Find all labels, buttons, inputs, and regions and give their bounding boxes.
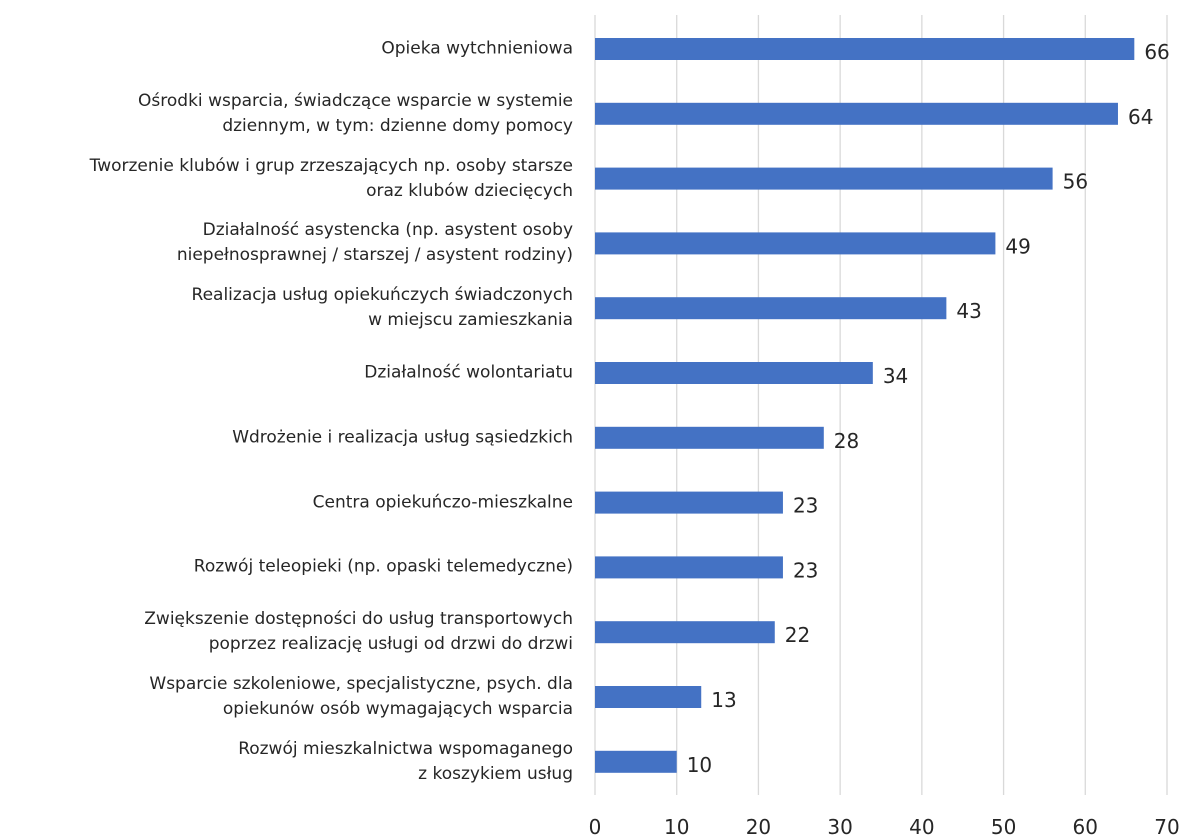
bar xyxy=(595,38,1135,60)
category-label: Opieka wytchnieniowa xyxy=(381,38,573,59)
x-tick-label: 70 xyxy=(1154,815,1179,839)
value-label: 43 xyxy=(956,299,981,323)
category-label: Centra opiekuńczo-mieszkalne xyxy=(312,492,573,513)
category-label: Realizacja usług opiekuńczych świadczony… xyxy=(191,285,573,331)
category-label: Rozwój mieszkalnictwa wspomaganego z kos… xyxy=(238,738,573,784)
value-label: 49 xyxy=(1005,234,1030,258)
bar xyxy=(595,167,1053,190)
bar xyxy=(595,362,873,384)
x-tick-label: 30 xyxy=(827,815,852,839)
bar xyxy=(595,491,783,514)
category-label: Ośrodki wsparcia, świadczące wsparcie w … xyxy=(138,90,573,136)
value-label: 13 xyxy=(711,688,736,712)
value-label: 28 xyxy=(834,429,859,453)
category-label: Wsparcie szkoleniowe, specjalistyczne, p… xyxy=(149,674,573,719)
value-label: 10 xyxy=(687,753,712,777)
bar xyxy=(595,297,947,320)
value-label: 22 xyxy=(785,623,810,647)
bar xyxy=(595,750,677,773)
value-label: 56 xyxy=(1063,170,1088,194)
bar xyxy=(595,621,775,644)
value-label: 66 xyxy=(1144,40,1169,64)
category-label: Zwiększenie dostępności do usług transpo… xyxy=(144,609,573,655)
x-tick-label: 60 xyxy=(1073,815,1098,839)
category-label: Działalność asystencka (np. asystent oso… xyxy=(176,220,573,266)
category-label: Rozwój teleopieki (np. opaski telemedycz… xyxy=(193,556,573,577)
value-label: 23 xyxy=(793,494,818,518)
bar xyxy=(595,556,783,579)
bar xyxy=(595,426,824,449)
bar xyxy=(595,232,996,255)
x-tick-label: 40 xyxy=(909,815,934,839)
bar xyxy=(595,686,702,708)
x-tick-label: 20 xyxy=(746,815,771,839)
category-label: Wdrożenie i realizacja usług sąsiedzkich xyxy=(232,427,573,448)
value-label: 23 xyxy=(793,558,818,582)
value-label: 34 xyxy=(883,364,908,388)
x-tick-label: 0 xyxy=(589,815,602,839)
bar xyxy=(595,102,1118,125)
x-tick-label: 10 xyxy=(664,815,689,839)
category-label: Tworzenie klubów i grup zrzeszających np… xyxy=(89,155,573,201)
category-label: Działalność wolontariatu xyxy=(364,362,573,383)
x-tick-label: 50 xyxy=(991,815,1016,839)
value-label: 64 xyxy=(1128,105,1153,129)
